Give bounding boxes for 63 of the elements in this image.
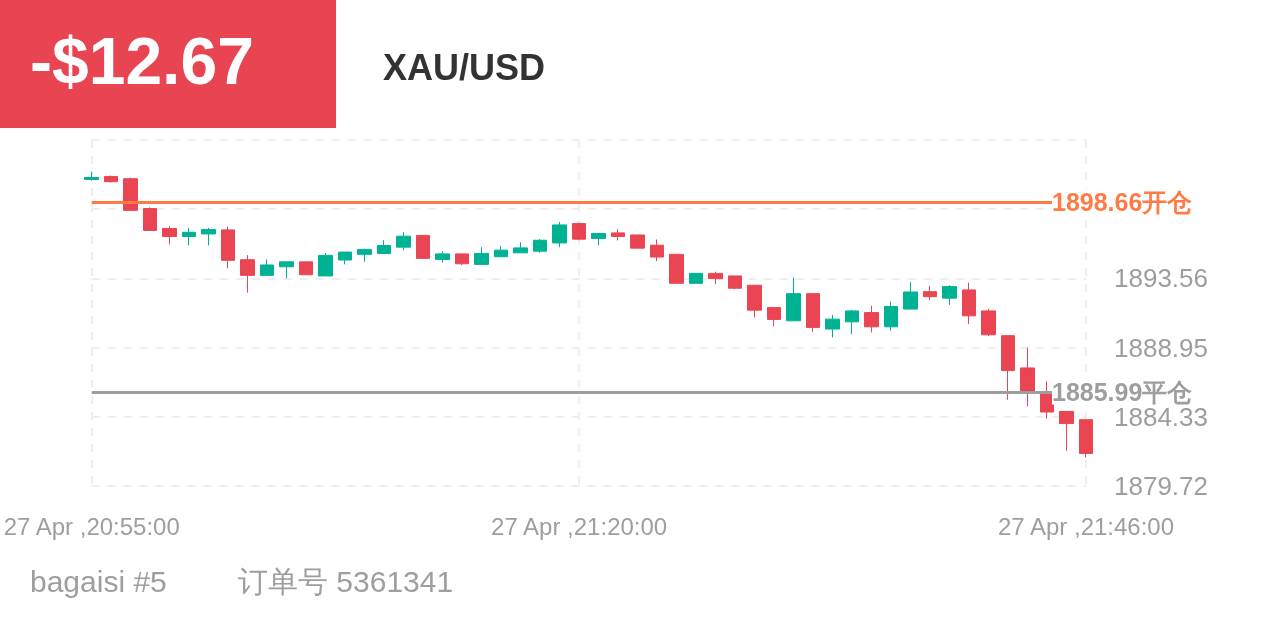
text: -$12.67 xyxy=(30,24,254,98)
candlestick xyxy=(942,284,957,306)
candlestick xyxy=(825,314,840,338)
candlestick xyxy=(201,227,216,246)
candlestick xyxy=(552,221,567,248)
candlestick xyxy=(806,293,820,333)
x-tick-label: 27 Apr ,20:55:00 xyxy=(3,512,180,540)
candlestick xyxy=(299,261,313,276)
candlestick xyxy=(747,284,762,318)
candlestick xyxy=(221,226,235,269)
candlestick xyxy=(981,308,996,337)
candlestick xyxy=(650,238,664,262)
candlestick xyxy=(143,206,157,231)
candlestick xyxy=(903,281,918,310)
candlestick xyxy=(1040,380,1054,420)
candlestick xyxy=(591,232,606,246)
candlestick xyxy=(1079,419,1093,458)
candlestick xyxy=(260,258,274,277)
candlestick xyxy=(845,309,859,335)
candlestick xyxy=(377,239,391,254)
candlestick xyxy=(630,234,645,249)
candlestick xyxy=(1020,346,1035,407)
candlestick xyxy=(572,222,586,241)
chart-title: XAU/USD xyxy=(383,46,546,88)
candlestick xyxy=(1001,335,1015,401)
candlestick xyxy=(767,307,781,327)
candlestick xyxy=(162,225,177,245)
candlestick xyxy=(786,277,801,322)
candlestick xyxy=(123,177,138,211)
candlestick xyxy=(240,254,255,294)
candlestick xyxy=(1059,410,1074,452)
candlestick xyxy=(962,282,976,325)
candlestick xyxy=(338,251,352,265)
y-tick-label: 1888.95 xyxy=(1114,332,1208,363)
candlestick xyxy=(923,285,937,301)
candlestick xyxy=(474,246,489,265)
x-tick-label: 27 Apr ,21:20:00 xyxy=(491,512,668,540)
candlestick xyxy=(455,253,469,266)
candlestick xyxy=(279,261,294,279)
candlestick xyxy=(416,234,430,259)
text: 订单号 5361341 xyxy=(238,564,454,598)
candlestick xyxy=(396,231,411,251)
candlestick xyxy=(357,248,372,263)
y-tick-label: 1893.56 xyxy=(1114,263,1208,294)
y-tick-label: 1879.72 xyxy=(1114,471,1208,501)
candlestick xyxy=(864,305,879,334)
candlestick xyxy=(513,241,528,254)
ref-line-label: 1898.66开仓 xyxy=(1052,187,1193,216)
candlestick xyxy=(533,238,547,254)
candlestick xyxy=(104,175,118,183)
candlestick xyxy=(689,272,703,284)
candlestick xyxy=(708,271,723,285)
candlestick xyxy=(669,253,684,284)
candlestick xyxy=(182,227,196,246)
candlestick xyxy=(611,228,625,242)
candlestick xyxy=(494,245,508,258)
candlestick xyxy=(728,275,742,290)
x-tick-label: 27 Apr ,21:46:00 xyxy=(997,512,1175,540)
candlestick xyxy=(84,171,99,182)
candlestick xyxy=(435,250,450,264)
text: bagaisi #5 xyxy=(30,564,167,598)
candlestick xyxy=(318,252,333,277)
candlestick xyxy=(884,301,898,332)
